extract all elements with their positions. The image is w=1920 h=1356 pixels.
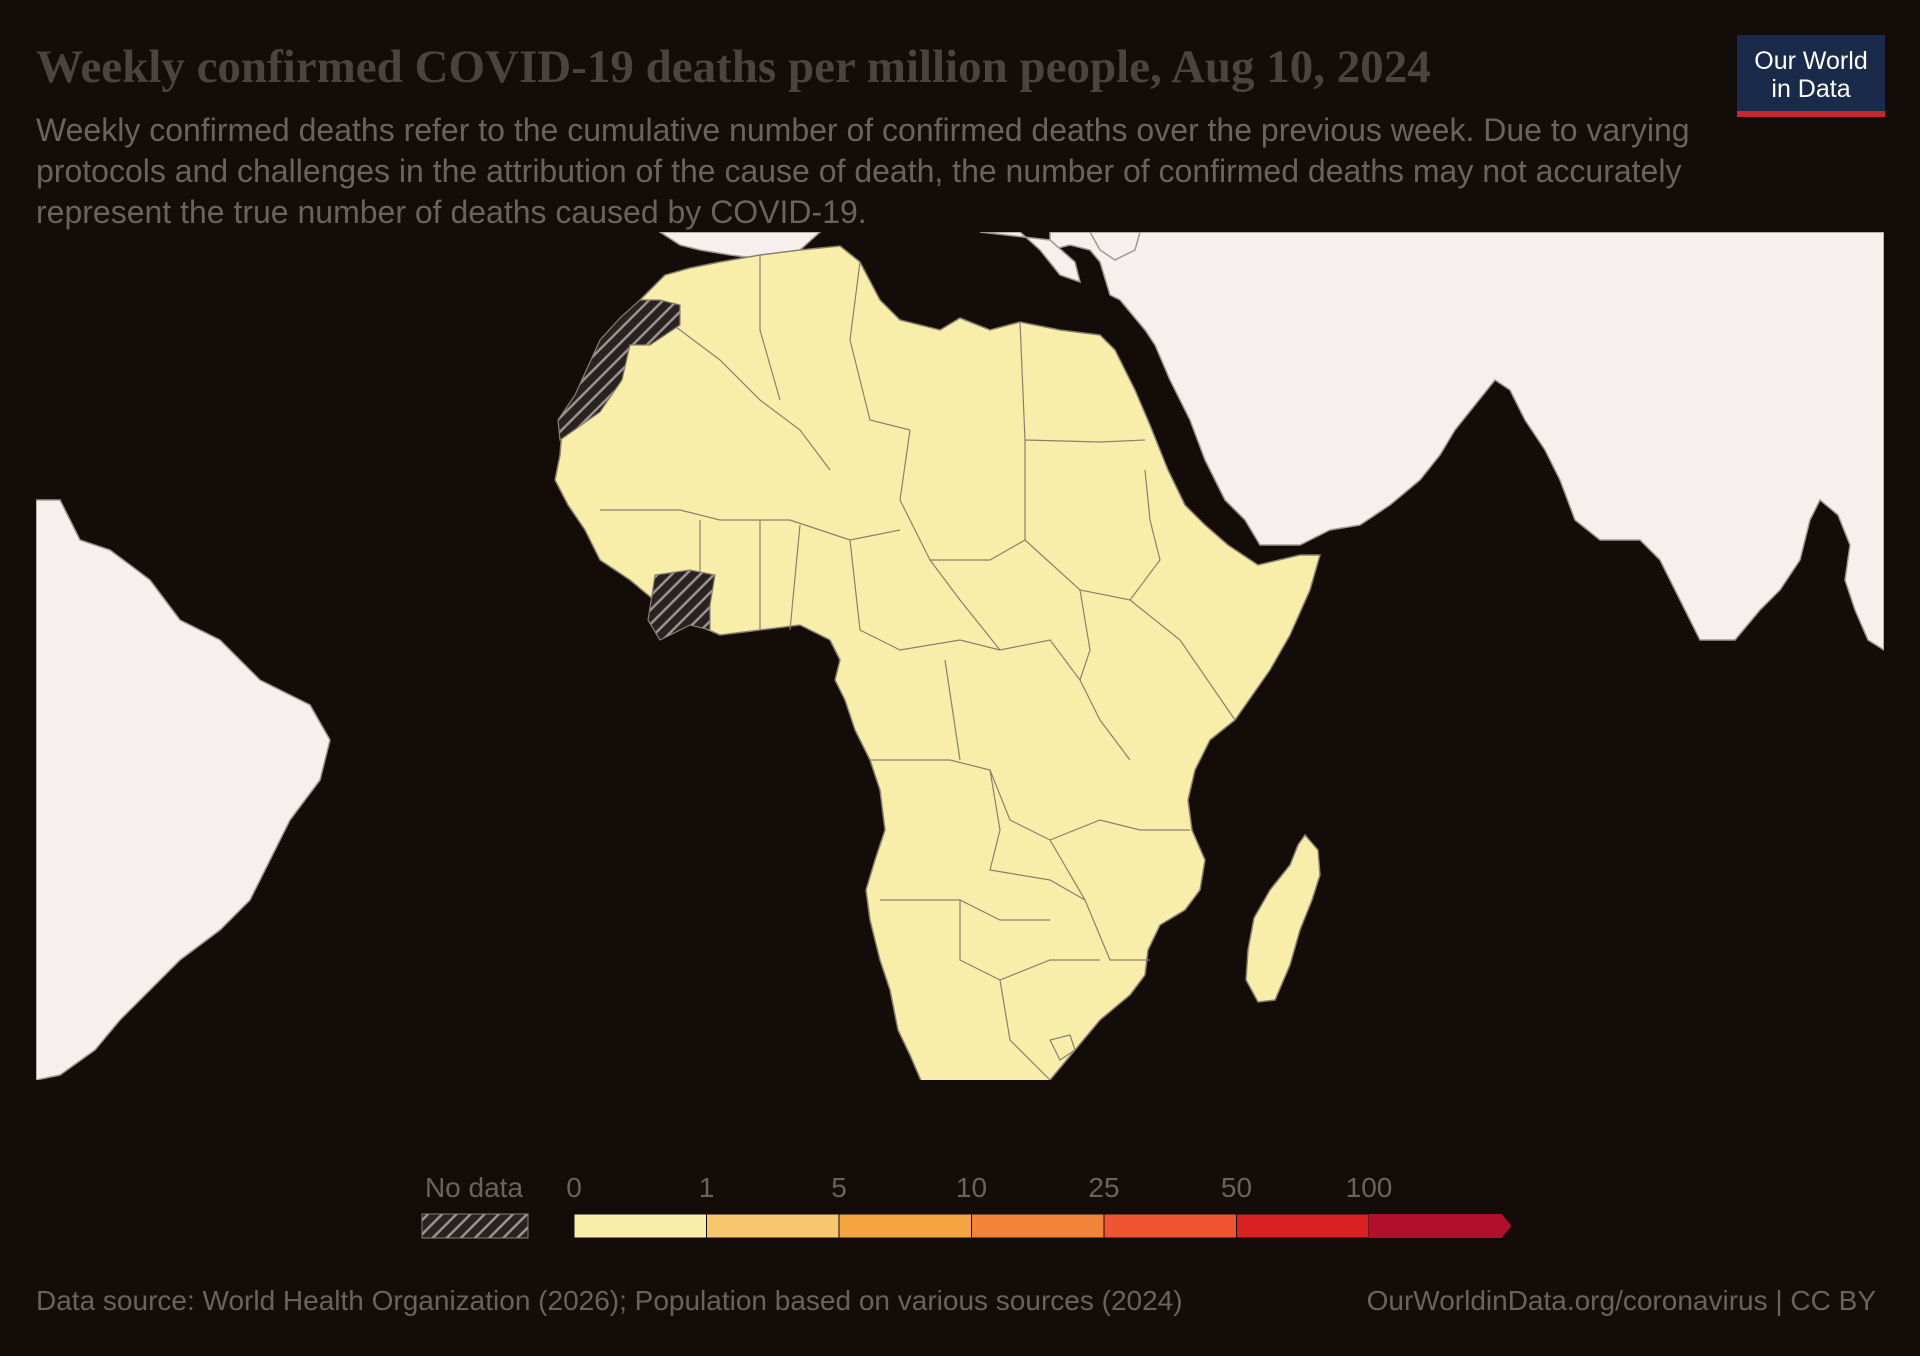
legend-tick-label: 1 xyxy=(699,1172,715,1203)
legend-bin xyxy=(1103,1213,1237,1239)
region-italy[interactable] xyxy=(979,232,1082,284)
legend-bin xyxy=(1236,1213,1370,1239)
legend-tick-label: 0 xyxy=(566,1172,582,1203)
source-url[interactable]: OurWorldinData.org/coronavirus | CC BY xyxy=(1366,1285,1876,1316)
choropleth-map xyxy=(36,232,1884,1080)
legend-tick-label: 5 xyxy=(831,1172,847,1203)
logo-line-2: in Data xyxy=(1771,75,1851,103)
logo-line-1: Our World xyxy=(1754,47,1868,75)
color-legend: No data 0 1 5 10 25 50 100 xyxy=(421,1172,1512,1239)
legend-bin xyxy=(573,1213,707,1239)
owid-logo[interactable]: Our World in Data xyxy=(1737,35,1885,117)
legend-tick-label: 25 xyxy=(1088,1172,1119,1203)
legend-no-data-swatch xyxy=(421,1213,529,1239)
chart-subtitle: Weekly confirmed deaths refer to the cum… xyxy=(36,112,1690,230)
region-madagascar[interactable] xyxy=(1245,833,1321,1003)
region-western-sahara[interactable] xyxy=(557,299,681,442)
legend-bin xyxy=(838,1213,972,1239)
region-cote-divoire[interactable] xyxy=(647,569,716,641)
legend-no-data-label: No data xyxy=(425,1172,523,1203)
legend-tick-label: 10 xyxy=(956,1172,987,1203)
region-eurasia[interactable] xyxy=(1049,232,1884,651)
region-greece[interactable] xyxy=(1089,232,1141,261)
legend-tick-label: 50 xyxy=(1221,1172,1252,1203)
legend-bin xyxy=(971,1213,1105,1239)
legend-bin xyxy=(706,1213,840,1239)
legend-tick-label: 100 xyxy=(1346,1172,1393,1203)
region-south-america[interactable] xyxy=(36,499,331,1080)
legend-bin-open-ended xyxy=(1369,1214,1512,1238)
data-source: Data source: World Health Organization (… xyxy=(36,1285,1183,1316)
chart-title: Weekly confirmed COVID-19 deaths per mil… xyxy=(36,41,1431,93)
